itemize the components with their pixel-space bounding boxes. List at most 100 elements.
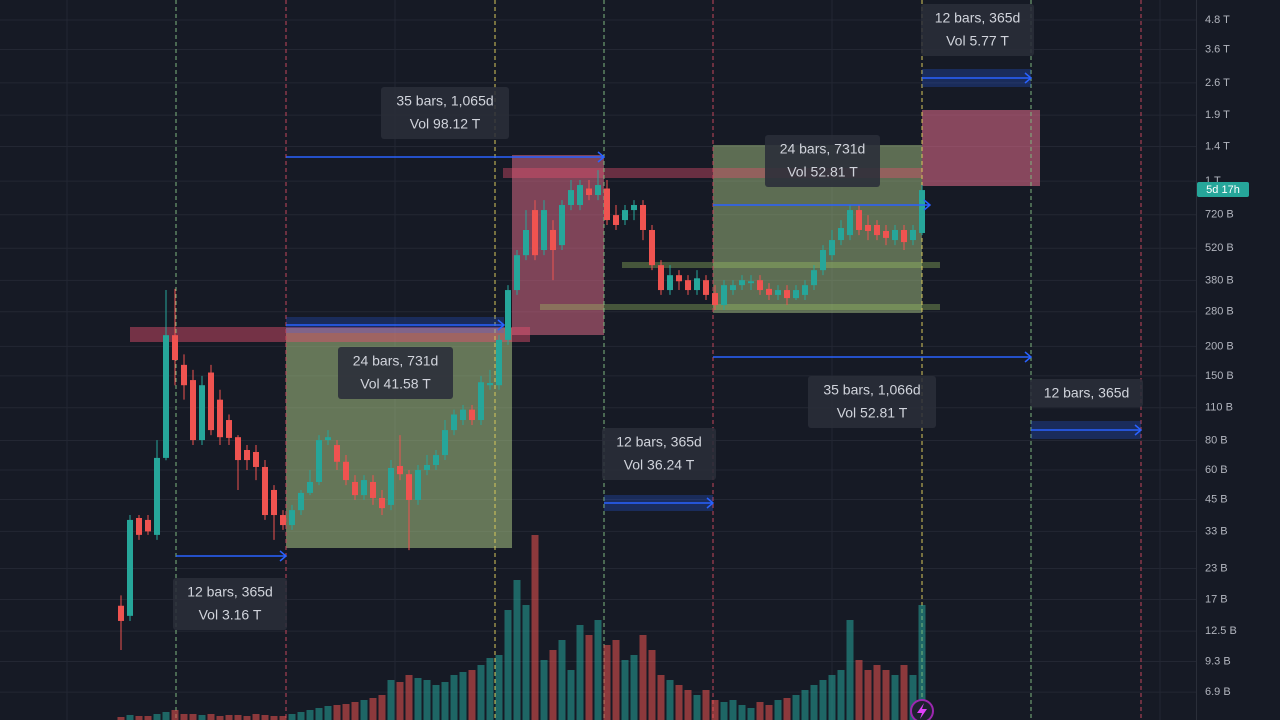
range-zone <box>622 262 940 268</box>
y-tick-label: 520 B <box>1205 242 1234 254</box>
annotation-text: 24 bars, 731d <box>353 353 439 369</box>
volume-bar <box>189 714 197 720</box>
candle-body <box>649 229 655 266</box>
arrow-head <box>1134 424 1143 436</box>
y-tick-label: 60 B <box>1205 464 1228 476</box>
candle-body <box>325 437 331 441</box>
arrow-head <box>1024 351 1033 363</box>
volume-bar <box>414 678 422 720</box>
candle-body <box>856 210 862 230</box>
annotation-text: 12 bars, 365d <box>935 10 1021 26</box>
annotation-box <box>808 376 936 428</box>
candle-body <box>289 510 295 526</box>
arrow-head <box>497 319 506 331</box>
candle-body <box>415 470 421 501</box>
candle-body <box>127 519 133 616</box>
volume-bar <box>216 716 224 720</box>
volume-bar <box>657 675 665 720</box>
y-tick-label: 1.9 T <box>1205 109 1230 121</box>
volume-bar <box>594 620 602 720</box>
volume-bar <box>324 706 332 720</box>
candle-body <box>739 280 745 286</box>
candle-body <box>586 188 592 196</box>
candle-body <box>199 385 205 441</box>
annotation-text: 12 bars, 365d <box>187 584 273 600</box>
volume-bar <box>423 680 431 720</box>
volume-bar <box>612 640 620 720</box>
candle-body <box>631 205 637 211</box>
price-badge: 5d 17h <box>1206 184 1240 196</box>
volume-bar <box>171 710 179 720</box>
volume-bar <box>459 672 467 720</box>
annotation-box <box>1030 379 1143 407</box>
volume-bar <box>351 702 359 720</box>
candle-body <box>496 339 502 386</box>
volume-bar <box>630 655 638 720</box>
range-zone <box>503 168 922 178</box>
volume-bar <box>378 695 386 720</box>
annotation-box <box>602 428 716 480</box>
volume-bar <box>846 620 854 720</box>
alert-icon[interactable] <box>910 699 934 720</box>
candle-body <box>559 205 565 246</box>
candle-body <box>460 409 466 421</box>
volume-bar <box>558 640 566 720</box>
candle-body <box>667 275 673 291</box>
candle-body <box>712 293 718 306</box>
volume-bar <box>639 635 647 720</box>
candle-body <box>730 285 736 291</box>
volume-bar <box>702 690 710 720</box>
arrow-head <box>279 550 288 562</box>
volume-bar <box>495 655 503 720</box>
volume-bar <box>144 716 152 720</box>
annotation-box <box>173 578 287 630</box>
candle-body <box>154 457 160 535</box>
volume-bar <box>477 665 485 720</box>
volume-bar <box>540 660 548 720</box>
candles <box>118 170 925 650</box>
candle-body <box>442 430 448 456</box>
y-tick-label: 2.6 T <box>1205 77 1230 89</box>
candle-body <box>613 215 619 225</box>
candle-body <box>451 414 457 431</box>
volume-bar <box>252 714 260 720</box>
y-tick-label: 80 B <box>1205 434 1228 446</box>
annotation-text: 35 bars, 1,066d <box>823 382 920 398</box>
volume-bar <box>585 635 593 720</box>
arrow-head <box>597 151 606 163</box>
volume-bar <box>828 675 836 720</box>
candle-body <box>595 185 601 196</box>
volume-bar <box>432 685 440 720</box>
price-badge-bg <box>1197 182 1249 197</box>
volume-bar <box>909 675 917 720</box>
volume-bar <box>126 715 134 720</box>
candle-body <box>478 382 484 421</box>
volume-bar <box>135 716 143 720</box>
volume-bar <box>774 700 782 720</box>
volume-bar <box>756 702 764 720</box>
candle-body <box>775 290 781 295</box>
volume-bar <box>855 660 863 720</box>
candle-body <box>343 461 349 481</box>
candle-body <box>352 481 358 496</box>
candle-body <box>271 489 277 516</box>
annotation-text: 12 bars, 365d <box>1044 385 1130 401</box>
annotation-text: 24 bars, 731d <box>780 141 866 157</box>
y-tick-label: 280 B <box>1205 306 1234 318</box>
candle-body <box>145 519 151 532</box>
candle-body <box>532 210 538 256</box>
volume-bar <box>603 645 611 720</box>
volume-bar <box>369 698 377 720</box>
candle-body <box>703 280 709 295</box>
annotation-box <box>381 87 509 139</box>
volume-bar <box>396 682 404 720</box>
volume-bar <box>207 714 215 720</box>
candle-body <box>757 280 763 291</box>
volume-bar <box>315 708 323 720</box>
candle-body <box>469 409 475 421</box>
candle-body <box>766 288 772 295</box>
arrow-head <box>1024 72 1033 84</box>
volume-bar <box>900 665 908 720</box>
